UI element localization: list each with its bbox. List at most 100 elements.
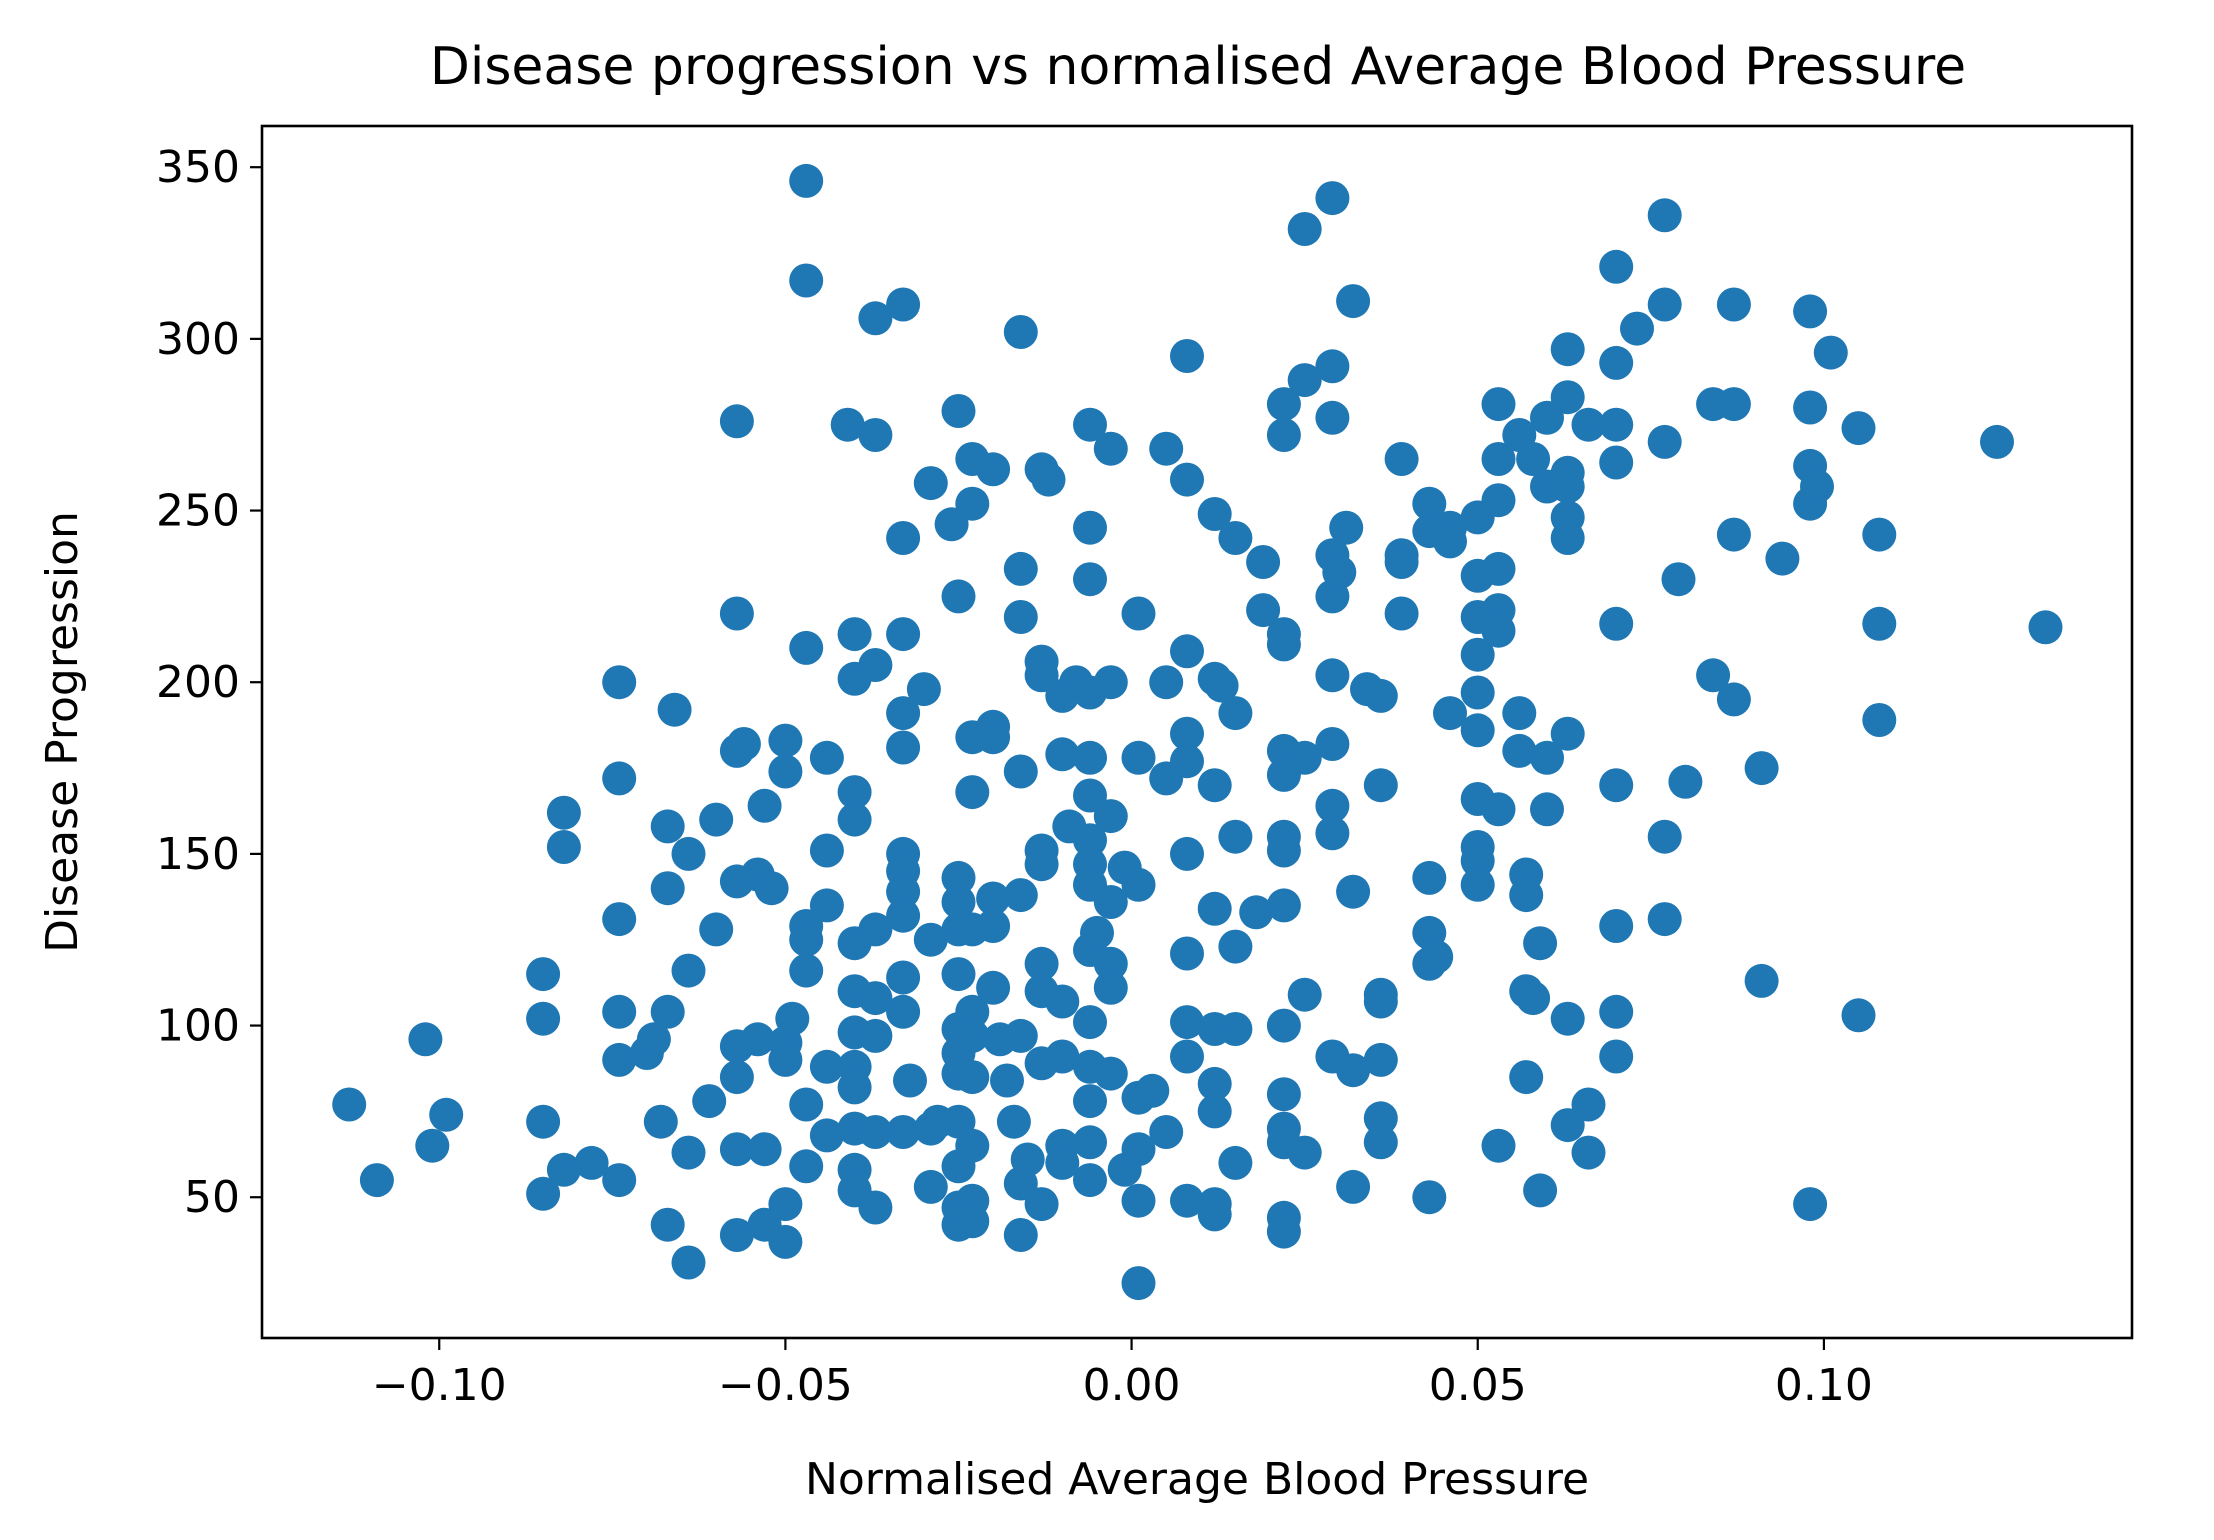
- data-point: [1170, 1005, 1204, 1040]
- data-point: [1093, 431, 1128, 466]
- data-point: [913, 466, 948, 501]
- data-point: [1287, 740, 1322, 775]
- data-point: [1363, 768, 1398, 803]
- data-point: [1599, 606, 1634, 641]
- data-point: [429, 1097, 464, 1132]
- data-point: [886, 521, 921, 555]
- data-point: [809, 740, 844, 775]
- data-point: [1765, 541, 1800, 576]
- data-point: [1599, 909, 1634, 943]
- data-point: [671, 953, 706, 988]
- data-point: [837, 802, 872, 837]
- data-point: [1003, 1018, 1038, 1053]
- data-point: [1550, 380, 1585, 415]
- data-point: [1571, 1135, 1606, 1170]
- data-point: [1121, 740, 1156, 775]
- data-point: [858, 1018, 893, 1053]
- data-point: [1336, 1169, 1371, 1204]
- plot-frame: [260, 124, 2134, 1340]
- data-point: [699, 912, 734, 947]
- data-point: [1073, 1163, 1107, 1198]
- data-point: [332, 1087, 367, 1122]
- data-point: [1647, 819, 1682, 854]
- data-point: [1121, 1132, 1156, 1167]
- data-point: [1481, 551, 1516, 586]
- data-point: [636, 1022, 671, 1057]
- data-point: [1516, 442, 1551, 476]
- data-point: [1149, 431, 1184, 466]
- y-tick-label: 350: [156, 142, 240, 193]
- data-point: [1003, 754, 1038, 789]
- data-point: [1121, 1183, 1156, 1218]
- data-point: [768, 754, 803, 789]
- data-point: [1045, 1039, 1080, 1074]
- data-point: [1862, 517, 1897, 552]
- data-point: [809, 1118, 844, 1153]
- data-point: [1024, 658, 1059, 693]
- data-point: [657, 692, 692, 727]
- data-point: [747, 788, 782, 823]
- data-point: [1433, 524, 1467, 559]
- data-point: [809, 1049, 844, 1084]
- data-point: [1093, 1056, 1128, 1091]
- data-point: [1412, 1180, 1447, 1215]
- data-point: [1315, 658, 1350, 693]
- data-point: [1073, 407, 1107, 442]
- data-point: [768, 1187, 803, 1222]
- data-point: [1170, 936, 1204, 971]
- data-point: [837, 775, 872, 810]
- data-point: [941, 860, 976, 895]
- data-point: [955, 1018, 990, 1053]
- data-point: [1266, 418, 1301, 452]
- data-point: [1093, 665, 1128, 700]
- data-point: [913, 1169, 948, 1204]
- data-point: [1599, 407, 1634, 442]
- data-point: [1170, 634, 1204, 669]
- y-tick-label: 100: [156, 1001, 240, 1052]
- x-axis-ticks: −0.10 −0.05 0.00 0.05 0.10: [372, 1338, 1873, 1411]
- data-point: [886, 960, 921, 995]
- data-point: [1980, 424, 2014, 459]
- data-point: [1530, 792, 1564, 827]
- data-point: [1121, 867, 1156, 902]
- y-axis-label: Disease Progression: [37, 511, 88, 953]
- data-point: [1460, 637, 1495, 672]
- data-point: [1599, 768, 1634, 803]
- data-point: [789, 1087, 824, 1122]
- data-point: [976, 970, 1011, 1005]
- data-point: [1433, 696, 1467, 731]
- data-point: [837, 1070, 872, 1105]
- data-point: [1315, 349, 1350, 384]
- data-point: [408, 1022, 443, 1057]
- data-point: [1170, 744, 1204, 779]
- data-point: [886, 898, 921, 933]
- data-point: [955, 775, 990, 810]
- data-point: [1170, 1039, 1204, 1074]
- data-point: [976, 881, 1011, 916]
- data-point: [1841, 998, 1876, 1033]
- data-point: [1571, 1087, 1606, 1122]
- data-point: [1530, 740, 1564, 775]
- x-tick-label: 0.05: [1429, 1360, 1527, 1411]
- data-point: [955, 1204, 990, 1239]
- data-point: [1571, 407, 1606, 442]
- data-point: [1024, 1187, 1059, 1222]
- data-point: [830, 407, 865, 442]
- data-point: [546, 1152, 581, 1187]
- data-point: [1266, 833, 1301, 868]
- data-point: [1170, 716, 1204, 751]
- x-axis-label: Normalised Average Blood Pressure: [805, 1454, 1589, 1505]
- data-point: [1647, 287, 1682, 322]
- data-point: [1093, 970, 1128, 1005]
- data-point: [1218, 1145, 1253, 1180]
- data-point: [602, 902, 637, 937]
- x-tick-label: −0.10: [372, 1360, 507, 1411]
- data-point: [1384, 596, 1419, 631]
- data-point: [775, 1001, 810, 1036]
- data-point: [1550, 469, 1585, 504]
- data-point: [955, 994, 990, 1029]
- data-point: [1003, 315, 1038, 349]
- data-point: [941, 957, 976, 992]
